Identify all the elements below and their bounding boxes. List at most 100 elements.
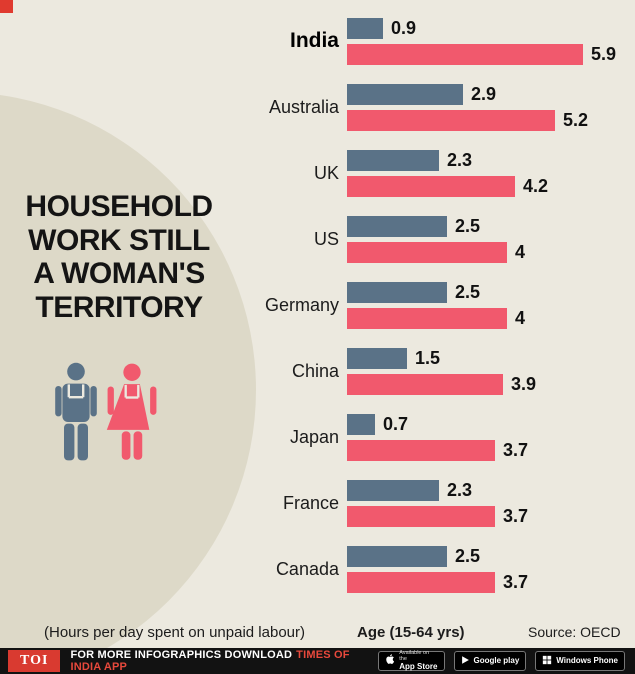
bar-value: 3.9 bbox=[511, 373, 537, 394]
bar-value: 2.3 bbox=[447, 479, 473, 500]
bar-group: 2.3 3.7 bbox=[347, 479, 529, 527]
badge-line1: Available on the bbox=[399, 650, 430, 662]
bar-women-germany bbox=[347, 307, 507, 329]
source-label: Source: OECD bbox=[528, 624, 621, 640]
windows-icon bbox=[542, 652, 552, 670]
bar-value: 1.5 bbox=[415, 347, 441, 368]
bar-group: 0.9 5.9 bbox=[347, 17, 617, 65]
badge-line2: Windows Phone bbox=[556, 655, 618, 665]
bar-line: 0.9 bbox=[347, 17, 616, 39]
bar-value: 4.2 bbox=[523, 175, 549, 196]
bar-group: 2.9 5.2 bbox=[347, 83, 589, 131]
bar-value: 2.5 bbox=[455, 545, 481, 566]
badge-line2: App Store bbox=[399, 661, 438, 671]
bottom-bar-text-white: FOR MORE INFOGRAPHICS DOWNLOAD bbox=[70, 649, 293, 661]
country-label: Japan bbox=[289, 426, 339, 447]
bar-men-uk bbox=[347, 149, 439, 171]
bar-value: 2.5 bbox=[455, 215, 481, 236]
bar-value: 5.9 bbox=[591, 43, 617, 64]
country-label: Canada bbox=[275, 558, 339, 579]
country-label: UK bbox=[313, 162, 339, 183]
bar-line: 3.7 bbox=[347, 571, 529, 593]
bar-men-india bbox=[347, 17, 383, 39]
bar-women-china bbox=[347, 373, 503, 395]
bar-group: 0.7 3.7 bbox=[347, 413, 528, 461]
bar-value: 3.7 bbox=[503, 505, 529, 526]
bar-value: 4 bbox=[515, 241, 526, 262]
page-title: HOUSEHOLD WORK STILL A WOMAN'S TERRITORY bbox=[0, 190, 238, 324]
bar-value: 2.5 bbox=[455, 281, 481, 302]
woman-icon bbox=[106, 362, 158, 479]
chart-note: (Hours per day spent on unpaid labour) bbox=[44, 624, 305, 641]
bottom-bar-text-red: TIMES OF INDIA APP bbox=[70, 649, 350, 673]
bottom-bar: TOI FOR MORE INFOGRAPHICS DOWNLOAD TIMES … bbox=[0, 648, 635, 674]
bar-women-india bbox=[347, 43, 583, 65]
chart-row-india: India 0.9 5.9 bbox=[0, 8, 631, 74]
bar-value: 2.9 bbox=[471, 83, 497, 104]
store-badges: Available on the App Store Google play W… bbox=[369, 650, 625, 671]
bar-value: 0.9 bbox=[391, 17, 417, 38]
bar-line: 2.3 bbox=[347, 479, 528, 501]
bar-line: 2.5 bbox=[347, 215, 525, 237]
country-label: US bbox=[313, 228, 339, 249]
bar-line: 0.7 bbox=[347, 413, 528, 435]
bar-men-china bbox=[347, 347, 407, 369]
bar-women-japan bbox=[347, 439, 495, 461]
chart-row-australia: Australia 2.9 5.2 bbox=[0, 74, 631, 140]
bar-group: 2.5 3.7 bbox=[347, 545, 529, 593]
bar-men-us bbox=[347, 215, 447, 237]
bar-line: 5.2 bbox=[347, 109, 589, 131]
google-play-badge: Google play bbox=[453, 651, 527, 671]
bar-line: 2.3 bbox=[347, 149, 548, 171]
bar-men-germany bbox=[347, 281, 447, 303]
bar-line: 3.7 bbox=[347, 439, 528, 461]
bar-value: 0.7 bbox=[383, 413, 409, 434]
bar-men-canada bbox=[347, 545, 447, 567]
corner-accent bbox=[0, 0, 13, 13]
man-icon bbox=[52, 362, 100, 479]
country-label: India bbox=[289, 29, 339, 52]
chart-row-france: France 2.3 3.7 bbox=[0, 470, 631, 536]
bar-women-canada bbox=[347, 571, 495, 593]
bar-group: 1.5 3.9 bbox=[347, 347, 537, 395]
bar-line: 2.5 bbox=[347, 545, 528, 567]
bottom-bar-text: FOR MORE INFOGRAPHICS DOWNLOAD TIMES OF I… bbox=[70, 649, 369, 673]
chart-row-uk: UK 2.3 4.2 bbox=[0, 140, 631, 206]
bar-line: 4 bbox=[347, 307, 526, 329]
play-icon bbox=[461, 652, 470, 670]
age-label: Age (15-64 yrs) bbox=[357, 624, 465, 641]
bar-value: 2.3 bbox=[447, 149, 473, 170]
title-line: A WOMAN'S bbox=[33, 257, 205, 291]
title-line: TERRITORY bbox=[35, 290, 203, 324]
chart-row-us: US 2.5 4 bbox=[0, 206, 631, 272]
bar-value: 4 bbox=[515, 307, 526, 328]
chart-row-germany: Germany 2.5 4 bbox=[0, 272, 631, 338]
bar-line: 2.9 bbox=[347, 83, 588, 105]
bar-men-france bbox=[347, 479, 439, 501]
toi-logo: TOI bbox=[8, 650, 61, 672]
apple-icon bbox=[385, 652, 395, 670]
bar-line: 4.2 bbox=[347, 175, 549, 197]
bar-line: 3.7 bbox=[347, 505, 529, 527]
chart: India 0.9 5.9 Australia 2.9 5.2 UK 2.3 4.2 US 2.5 4… bbox=[0, 8, 631, 602]
bar-women-us bbox=[347, 241, 507, 263]
bar-group: 2.5 4 bbox=[347, 215, 526, 263]
man-woman-figures bbox=[52, 362, 158, 479]
bar-men-australia bbox=[347, 83, 463, 105]
bar-line: 2.5 bbox=[347, 281, 525, 303]
country-label: China bbox=[291, 360, 339, 381]
bar-value: 5.2 bbox=[563, 109, 589, 130]
bar-women-australia bbox=[347, 109, 555, 131]
chart-row-japan: Japan 0.7 3.7 bbox=[0, 404, 631, 470]
bar-group: 2.3 4.2 bbox=[347, 149, 549, 197]
bar-group: 2.5 4 bbox=[347, 281, 526, 329]
bar-men-japan bbox=[347, 413, 375, 435]
country-label: Australia bbox=[268, 96, 339, 117]
bar-line: 5.9 bbox=[347, 43, 617, 65]
bar-line: 4 bbox=[347, 241, 526, 263]
country-label: France bbox=[282, 492, 339, 513]
title-line: WORK STILL bbox=[28, 223, 210, 257]
app-store-badge: Available on the App Store bbox=[378, 650, 445, 671]
bar-value: 3.7 bbox=[503, 571, 529, 592]
